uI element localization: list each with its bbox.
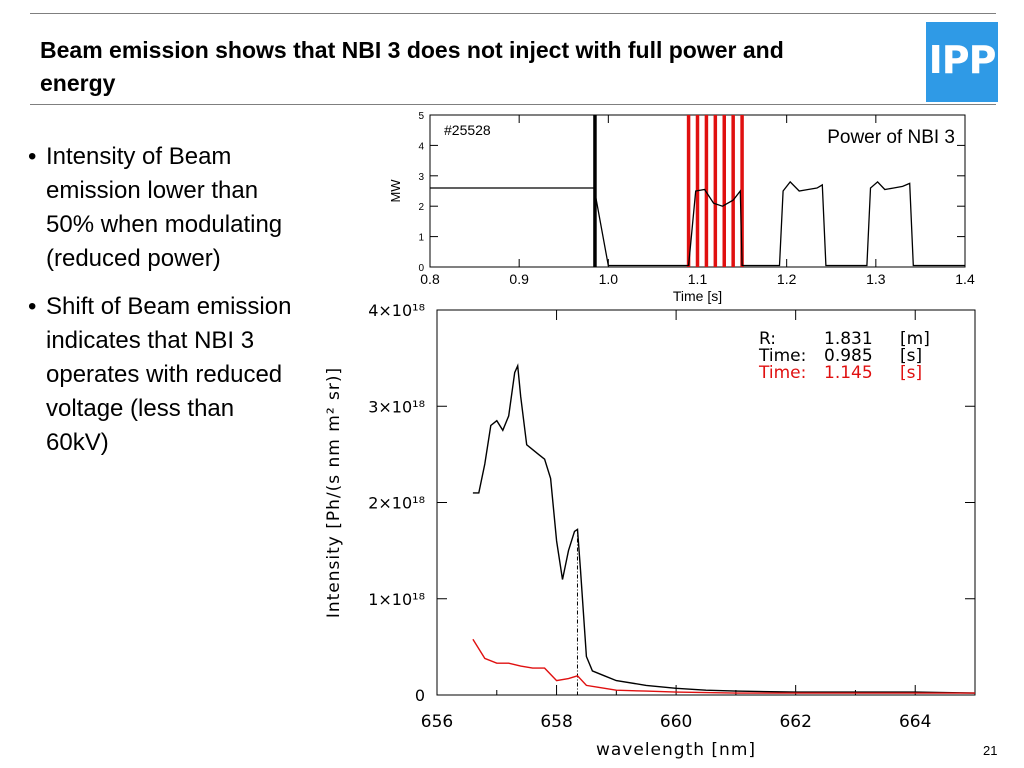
y-axis-label: Intensity [Ph/(s nm m² sr)] — [324, 367, 344, 618]
x-axis-label: Time [s] — [673, 288, 722, 304]
page-number: 21 — [983, 743, 998, 758]
y-tick-label: 1 — [418, 233, 424, 244]
x-tick-label: 664 — [899, 712, 931, 732]
x-tick-label: 1.0 — [599, 271, 619, 287]
shot-number-label: #25528 — [444, 122, 491, 138]
legend-unit: [m] — [900, 329, 930, 349]
y-tick-label: 4 — [418, 141, 424, 152]
legend-unit: [s] — [900, 346, 922, 366]
y-axis-label: MW — [388, 179, 403, 203]
x-tick-label: 656 — [421, 712, 453, 732]
x-tick-label: 1.4 — [955, 271, 975, 287]
bullet-item: • Intensity of Beam emission lower than 5… — [28, 140, 298, 276]
legend-value: 0.985 — [824, 346, 873, 366]
y-tick-label: 2×10¹⁸ — [368, 494, 425, 513]
legend-value: 1.145 — [824, 363, 873, 383]
legend-label: Time: — [758, 363, 806, 383]
logo-text: IPP — [928, 38, 997, 82]
x-tick-label: 0.8 — [420, 271, 440, 287]
y-tick-label: 5 — [418, 111, 424, 122]
title-rule — [30, 104, 996, 105]
x-tick-label: 660 — [660, 712, 692, 732]
legend-value: 1.831 — [824, 329, 873, 349]
x-axis-label: wavelength [nm] — [596, 740, 756, 760]
x-tick-label: 662 — [779, 712, 811, 732]
y-tick-label: 0 — [418, 263, 424, 274]
bullet-dot-icon: • — [28, 143, 37, 170]
x-tick-label: 0.9 — [509, 271, 529, 287]
bullet-item: • Shift of Beam emission indicates that N… — [28, 290, 298, 460]
nbi-power-chart: 0.8 0.9 1.0 1.1 1.2 1.3 1.4 0 1 2 3 4 5 Time [s] MW Pow… — [388, 111, 975, 304]
x-tick-label: 1.1 — [688, 271, 708, 287]
power-series-line — [430, 180, 965, 267]
ipp-logo: IPP — [926, 22, 998, 102]
y-tick-label: 2 — [418, 202, 424, 213]
bullet-text: Intensity of Beam emission lower than 50… — [46, 143, 283, 272]
legend-unit: [s] — [900, 363, 922, 383]
bullet-list: • Intensity of Beam emission lower than 5… — [28, 140, 298, 474]
y-tick-label: 3 — [418, 172, 424, 183]
y-tick-label: 4×10¹⁸ — [368, 301, 425, 320]
spectrum-series-line — [472, 638, 975, 694]
top-rule — [30, 13, 996, 14]
bullet-text: Shift of Beam emission indicates that NB… — [46, 293, 292, 456]
bullet-dot-icon: • — [28, 293, 37, 320]
y-tick-label: 1×10¹⁸ — [368, 590, 425, 609]
slide-title: Beam emission shows that NBI 3 does not … — [40, 37, 784, 96]
legend-label: Time: — [758, 346, 806, 366]
x-tick-label: 658 — [540, 712, 572, 732]
spectrum-chart: 656 658 660 662 664 0 1×10¹⁸ 2×10¹⁸ 3×10¹⁸ 4×10¹⁸… — [324, 301, 976, 760]
x-tick-label: 1.3 — [866, 271, 886, 287]
spectrum-series-line — [472, 363, 976, 694]
legend-label: R: — [759, 329, 776, 349]
y-tick-label: 3×10¹⁸ — [368, 397, 425, 416]
chart-title: Power of NBI 3 — [827, 127, 955, 148]
x-tick-label: 1.2 — [777, 271, 797, 287]
y-tick-label: 0 — [415, 686, 425, 705]
